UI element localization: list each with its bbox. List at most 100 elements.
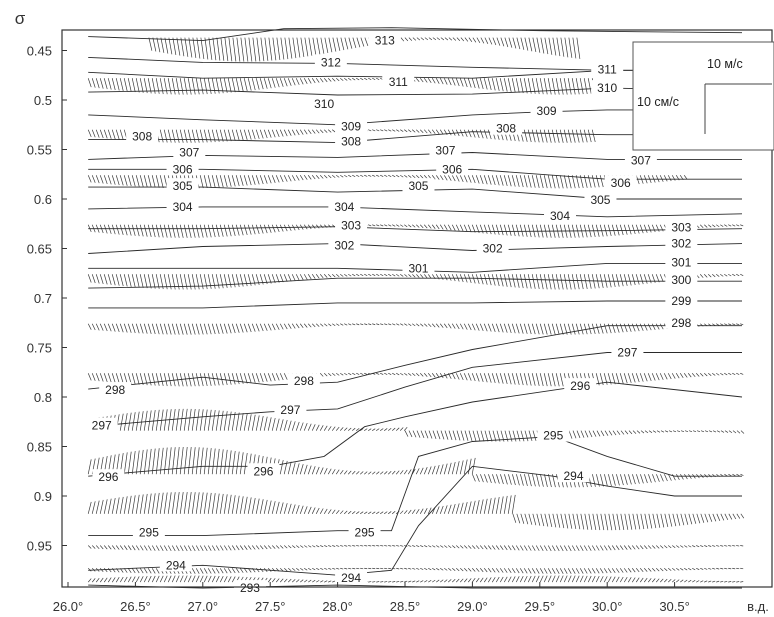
velocity-vector [384, 567, 388, 570]
velocity-vector [531, 373, 536, 386]
velocity-vector [716, 323, 720, 326]
velocity-vector [616, 513, 621, 531]
velocity-vector [364, 545, 368, 547]
velocity-vector [343, 470, 348, 475]
velocity-vector [567, 175, 572, 189]
velocity-vector [119, 576, 124, 583]
velocity-vector [243, 568, 248, 573]
velocity-vector [579, 545, 584, 551]
velocity-vector [663, 373, 668, 380]
velocity-vector [303, 506, 308, 514]
velocity-vector [247, 175, 252, 186]
velocity-vector [404, 372, 408, 376]
velocity-vector [147, 224, 152, 237]
velocity-vector [279, 373, 284, 381]
velocity-vector [419, 274, 424, 279]
velocity-vector [199, 447, 204, 475]
velocity-vector [171, 447, 176, 475]
velocity-vector [511, 494, 516, 514]
velocity-vector [692, 580, 696, 583]
velocity-vector [696, 567, 700, 570]
velocity-vector [139, 78, 144, 93]
velocity-vector [336, 567, 340, 570]
contour-label-bg [126, 128, 159, 143]
velocity-vector [388, 567, 392, 570]
velocity-vector [339, 469, 344, 475]
velocity-vector [651, 323, 656, 330]
velocity-vector [303, 464, 308, 475]
velocity-vector [151, 410, 156, 431]
velocity-vector [451, 461, 456, 475]
velocity-vector [448, 430, 453, 441]
velocity-vector [384, 224, 388, 227]
velocity-vector [127, 175, 132, 187]
velocity-vector [211, 175, 216, 188]
velocity-vector [488, 430, 493, 442]
velocity-vector [316, 37, 321, 55]
velocity-vector [480, 430, 485, 442]
velocity-vector [320, 580, 324, 583]
velocity-vector [395, 427, 400, 431]
velocity-vector [659, 373, 664, 380]
velocity-vector [428, 567, 432, 571]
velocity-vector [283, 175, 288, 182]
velocity-vector [567, 545, 572, 552]
velocity-vector [411, 509, 416, 515]
velocity-vector [555, 129, 560, 143]
velocity-vector [159, 78, 164, 95]
velocity-vector [171, 373, 176, 387]
contour-label: 305 [408, 179, 428, 193]
velocity-vector [456, 37, 461, 42]
velocity-vector [444, 567, 448, 571]
velocity-vector [608, 513, 613, 531]
velocity-vector [535, 323, 540, 335]
velocity-vector [195, 545, 200, 552]
velocity-vector [323, 274, 328, 278]
velocity-vector [159, 575, 164, 583]
velocity-vector [451, 567, 456, 571]
isentrope-contour [88, 436, 742, 537]
velocity-vector [251, 414, 256, 431]
velocity-vector [255, 175, 260, 185]
velocity-vector [692, 430, 697, 433]
velocity-vector [499, 496, 504, 514]
velocity-vector [364, 428, 368, 431]
velocity-vector [135, 373, 140, 385]
contour-label-bg [274, 401, 307, 416]
velocity-vector [367, 471, 372, 475]
velocity-vector [551, 175, 556, 189]
velocity-vector [151, 448, 156, 475]
velocity-vector [352, 545, 356, 547]
velocity-vector [308, 579, 312, 583]
velocity-vector [711, 273, 716, 278]
velocity-vector [211, 575, 216, 583]
velocity-vector [380, 567, 384, 570]
velocity-vector [603, 576, 608, 583]
velocity-vector [647, 568, 652, 572]
velocity-vector [456, 430, 461, 441]
velocity-vector [684, 474, 688, 480]
velocity-vector [636, 513, 641, 530]
velocity-vector [311, 424, 316, 431]
velocity-vector [463, 373, 468, 381]
velocity-vector [163, 373, 168, 387]
velocity-vector [499, 175, 504, 186]
velocity-vector [439, 373, 444, 379]
velocity-vector [563, 78, 568, 95]
velocity-vector [611, 576, 616, 583]
velocity-vector [503, 224, 508, 236]
contour-label: 307 [631, 153, 651, 167]
velocity-vector [483, 274, 488, 285]
velocity-vector [219, 274, 224, 289]
velocity-vector [491, 577, 496, 583]
velocity-vector [283, 373, 288, 380]
velocity-vector [308, 545, 312, 548]
velocity-vector [511, 78, 516, 93]
velocity-vector [459, 224, 464, 232]
velocity-vector [171, 408, 176, 431]
velocity-vector [495, 496, 500, 514]
velocity-vector [563, 568, 568, 574]
velocity-vector [476, 430, 481, 442]
velocity-vector [604, 430, 609, 436]
velocity-vector [740, 581, 744, 583]
